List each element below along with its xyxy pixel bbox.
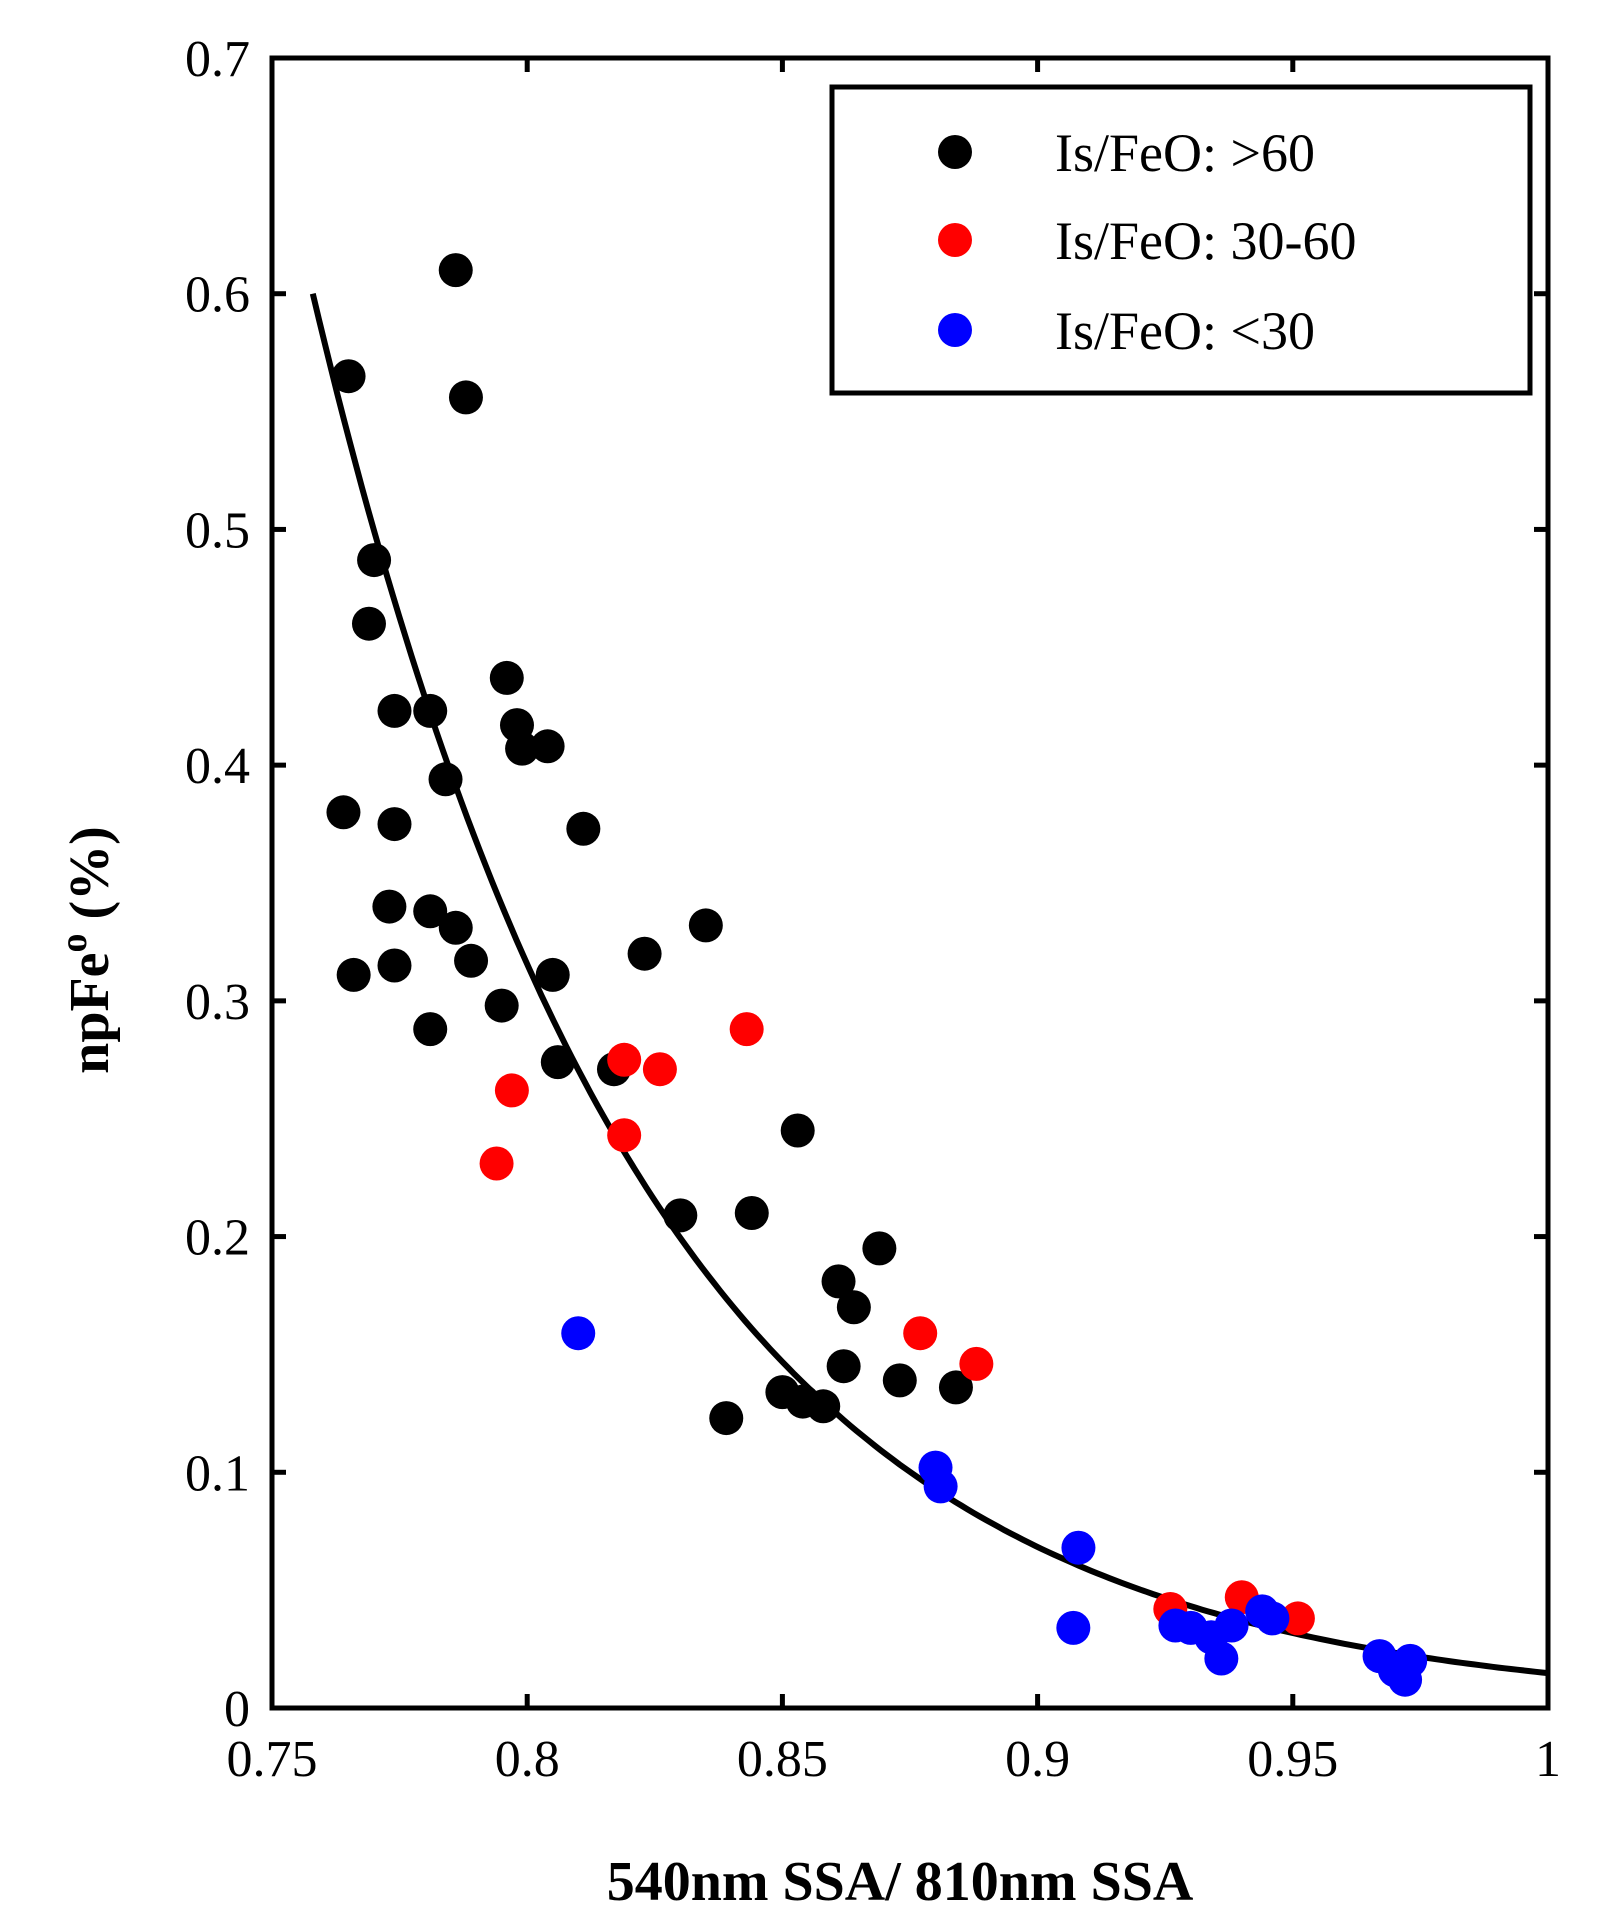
data-point-series-0 [709,1401,744,1436]
data-point-series-0 [413,1012,448,1047]
y-tick-label: 0.1 [185,1445,250,1502]
legend-label: Is/FeO: 30-60 [1055,211,1356,271]
data-point-series-0 [836,1290,871,1325]
x-tick-label: 0.8 [495,1731,560,1788]
y-axis-title-superscript: o [53,933,95,952]
data-point-series-0 [489,660,524,695]
data-point-series-2 [1204,1641,1239,1676]
data-point-series-2 [923,1469,958,1504]
x-tick-label: 1 [1535,1731,1561,1788]
legend-label: Is/FeO: <30 [1055,301,1315,361]
data-point-series-0 [535,957,570,992]
y-axis-title-main: npFe [59,952,121,1073]
data-point-series-2 [1061,1530,1096,1565]
data-points-layer [326,253,1428,1697]
x-tick-labels: 0.75 0.8 0.85 0.9 0.95 1 [227,1731,1562,1788]
data-point-series-0 [688,908,723,943]
x-tick-label: 0.85 [737,1731,828,1788]
y-tick-labels: 0 0.1 0.2 0.3 0.4 0.5 0.6 0.7 [185,31,250,1738]
x-tick-label: 0.9 [1005,1731,1070,1788]
data-point-series-0 [428,762,463,797]
legend: Is/FeO: >60 Is/FeO: 30-60 Is/FeO: <30 [829,84,1533,396]
data-point-series-0 [540,1045,575,1080]
data-point-series-0 [826,1349,861,1384]
data-point-series-1 [729,1012,764,1047]
data-point-series-0 [336,957,371,992]
data-point-series-0 [438,910,473,945]
legend-entry: Is/FeO: <30 [938,301,1315,361]
data-point-series-0 [357,543,392,578]
data-point-series-1 [1280,1601,1315,1636]
data-point-series-0 [530,729,565,764]
data-point-series-0 [821,1264,856,1299]
data-point-series-1 [494,1073,529,1108]
data-point-series-0 [862,1231,897,1266]
data-point-series-0 [351,606,386,641]
data-point-series-0 [377,693,412,728]
data-point-series-0 [938,1370,973,1405]
data-point-series-0 [806,1389,841,1424]
data-point-series-0 [377,807,412,842]
data-point-series-0 [627,936,662,971]
data-point-series-1 [642,1052,677,1087]
data-point-series-0 [413,693,448,728]
y-tick-label: 0.4 [185,738,250,795]
data-point-series-0 [331,359,366,394]
x-tick-label: 0.95 [1247,1731,1338,1788]
y-tick-label: 0.5 [185,502,250,559]
data-point-series-0 [438,253,473,288]
data-point-series-0 [326,795,361,830]
data-point-series-0 [882,1363,917,1398]
data-point-series-0 [454,943,489,978]
data-point-series-0 [505,731,540,766]
data-point-series-0 [566,811,601,846]
data-point-series-0 [413,894,448,929]
x-tick-label: 0.75 [227,1731,318,1788]
y-tick-label: 0.7 [185,31,250,88]
legend-marker [938,313,972,347]
y-axis-title-suffix: (%) [59,826,121,933]
data-point-series-1 [479,1146,514,1181]
data-point-series-0 [780,1113,815,1148]
data-point-series-1 [959,1346,994,1381]
y-tick-label: 0.3 [185,974,250,1031]
y-tick-label: 0.6 [185,267,250,324]
legend-marker [938,135,972,169]
data-point-series-0 [372,889,407,924]
data-point-series-1 [607,1118,642,1153]
data-point-series-1 [903,1316,938,1351]
data-point-series-0 [448,380,483,415]
data-point-series-2 [1388,1662,1423,1697]
data-point-series-0 [377,948,412,983]
data-point-series-0 [484,988,519,1023]
data-point-series-2 [561,1316,596,1351]
plot-frame [269,55,1551,1711]
data-point-series-0 [663,1198,698,1233]
data-point-series-0 [734,1196,769,1230]
data-point-series-2 [1214,1608,1249,1643]
y-tick-label: 0.2 [185,1210,250,1267]
legend-entry: Is/FeO: 30-60 [938,211,1356,271]
data-point-series-1 [607,1042,642,1077]
y-tick-label: 0 [224,1681,250,1738]
legend-entry: Is/FeO: >60 [938,123,1315,183]
data-point-series-2 [1255,1601,1290,1636]
legend-marker [938,223,972,257]
data-point-series-2 [1056,1610,1091,1645]
x-axis-title: 540nm SSA/ 810nm SSA [607,1851,1194,1913]
legend-label: Is/FeO: >60 [1055,123,1315,183]
y-axis-title: npFeo (%) [53,826,121,1074]
